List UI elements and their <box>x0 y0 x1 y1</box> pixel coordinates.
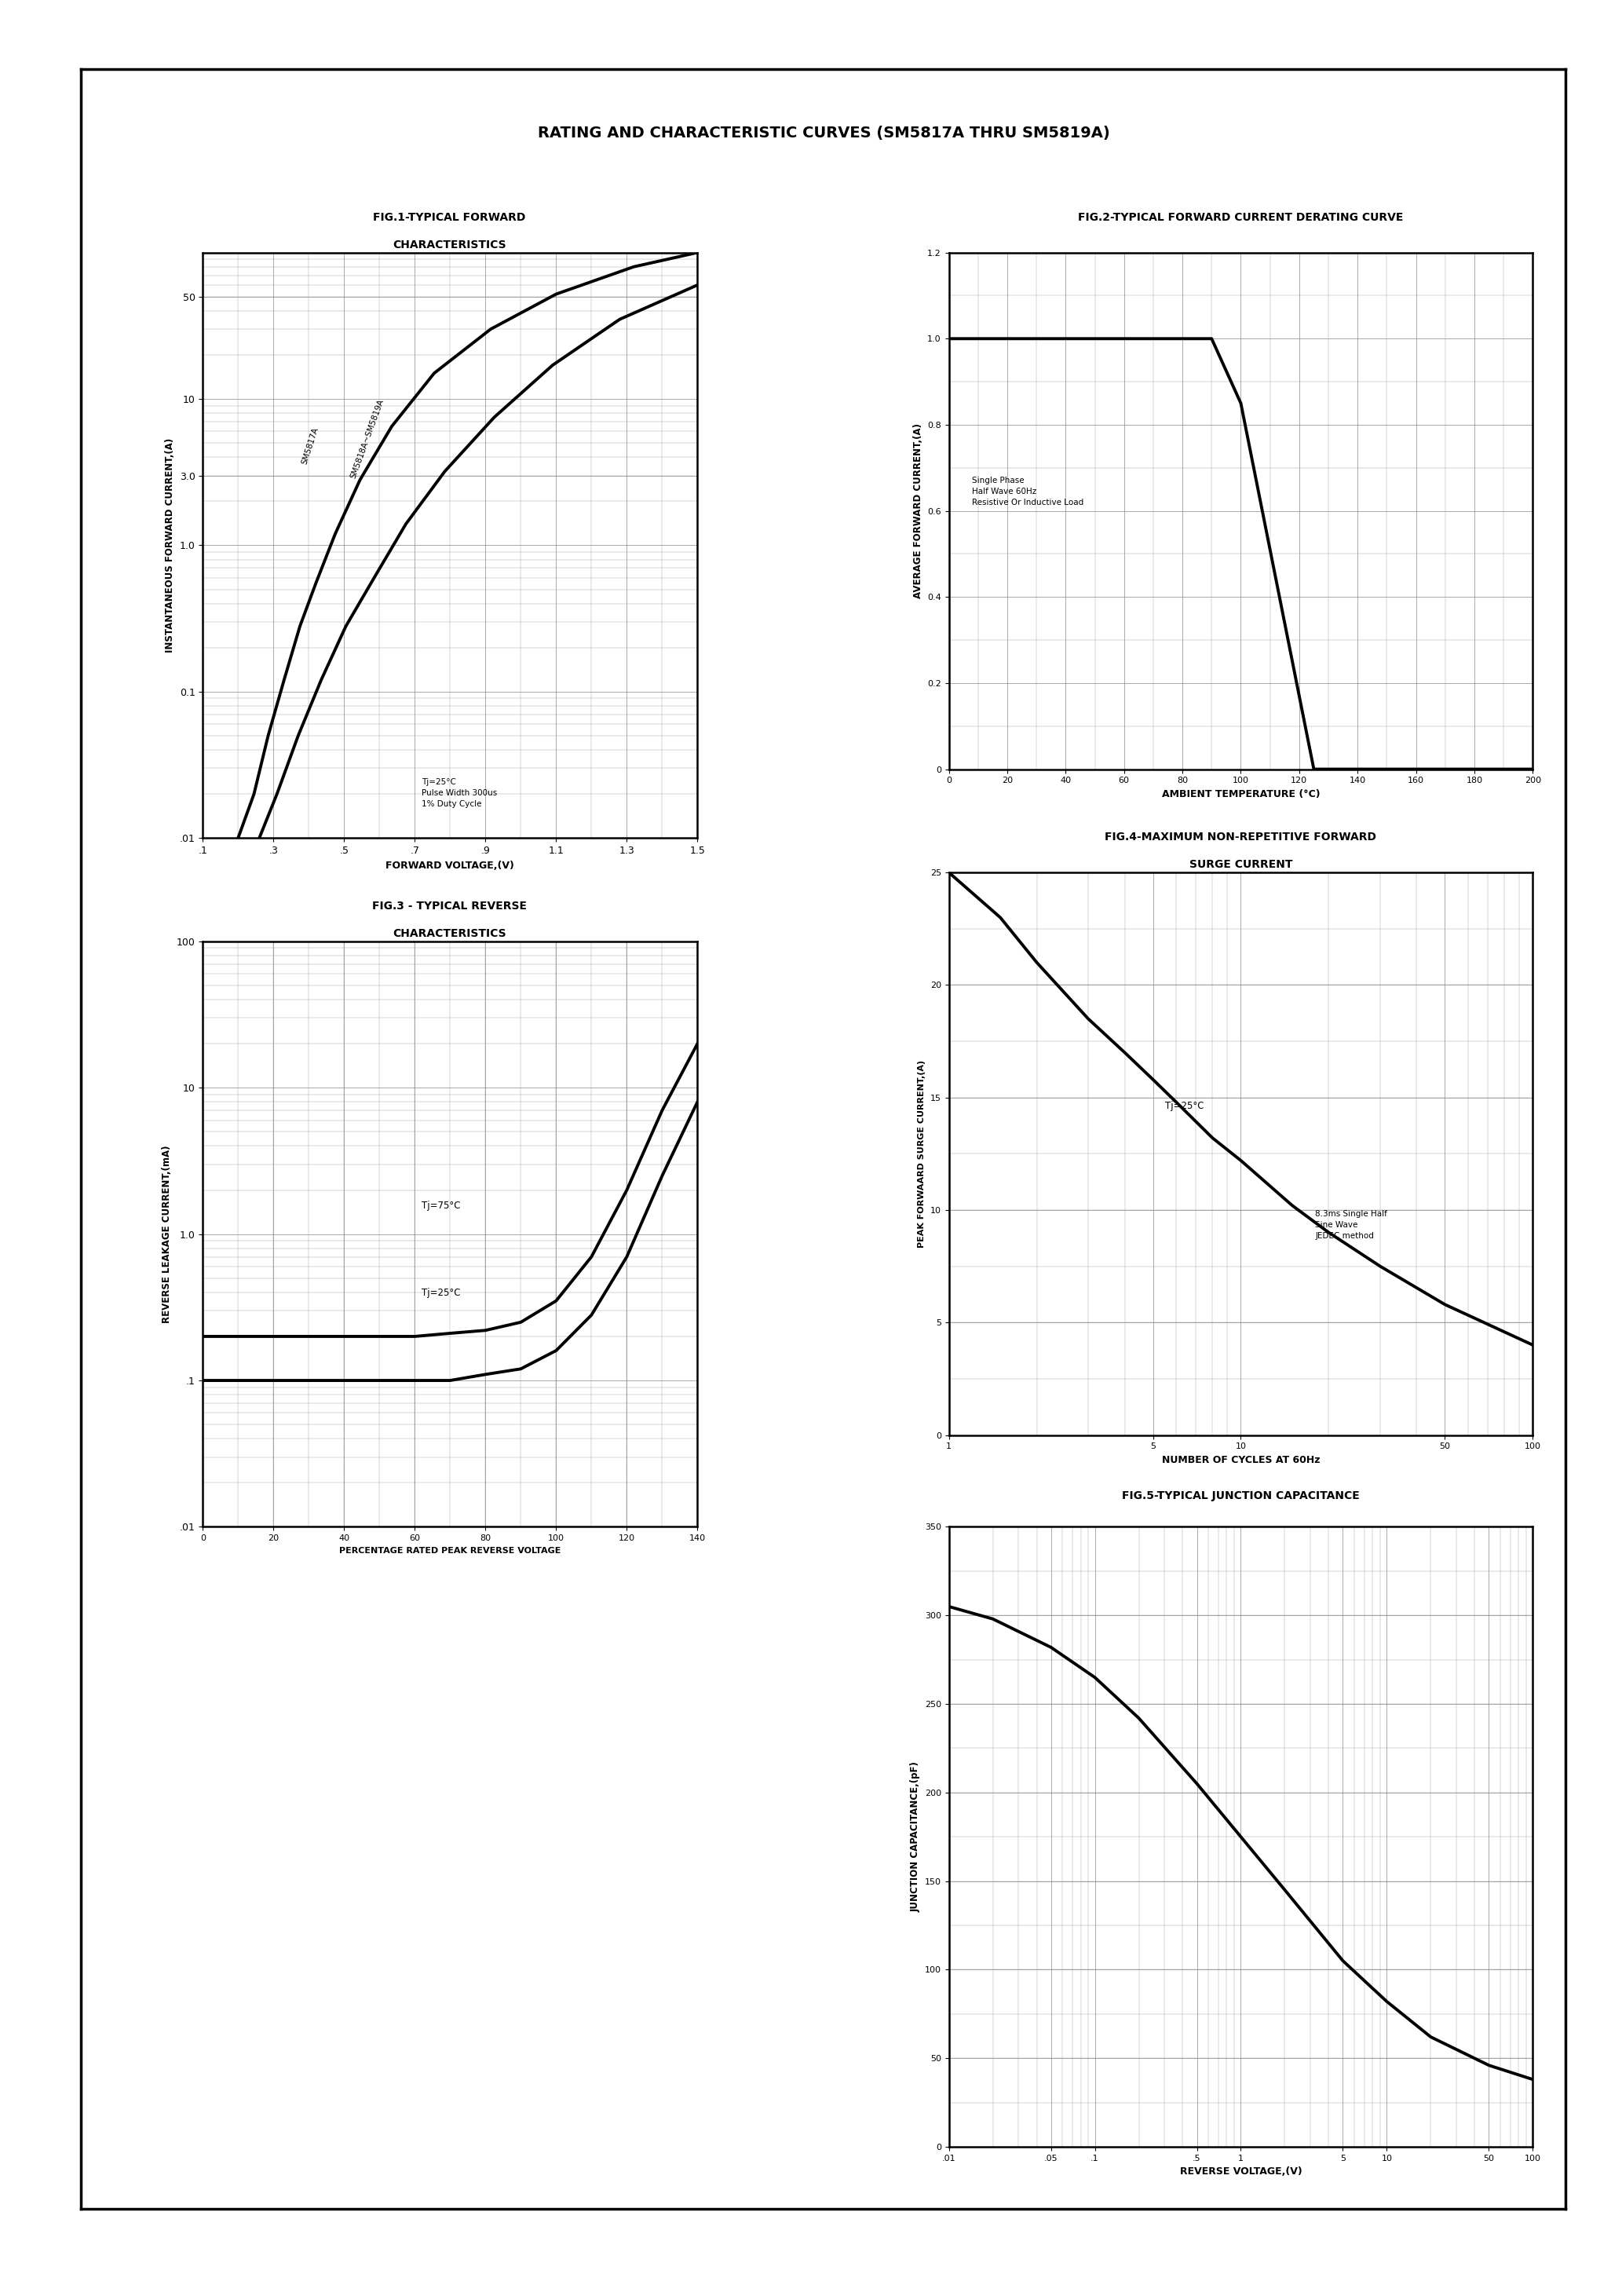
Text: CHARACTERISTICS: CHARACTERISTICS <box>393 928 506 939</box>
X-axis label: NUMBER OF CYCLES AT 60Hz: NUMBER OF CYCLES AT 60Hz <box>1161 1456 1320 1465</box>
Y-axis label: REVERSE LEAKAGE CURRENT,(mA): REVERSE LEAKAGE CURRENT,(mA) <box>162 1146 172 1322</box>
X-axis label: AMBIENT TEMPERATURE (°C): AMBIENT TEMPERATURE (°C) <box>1161 790 1320 799</box>
Y-axis label: INSTANTANEOUS FORWARD CURRENT,(A): INSTANTANEOUS FORWARD CURRENT,(A) <box>165 439 175 652</box>
Text: SM5818A~SM5819A: SM5818A~SM5819A <box>349 397 384 480</box>
Y-axis label: AVERAGE FORWARD CURRENT,(A): AVERAGE FORWARD CURRENT,(A) <box>913 422 923 599</box>
Text: SM5817A: SM5817A <box>300 427 320 466</box>
Text: SURGE CURRENT: SURGE CURRENT <box>1189 859 1293 870</box>
Text: 8.3ms Single Half
Sine Wave
JEDEC method: 8.3ms Single Half Sine Wave JEDEC method <box>1315 1210 1387 1240</box>
Text: Tj=25°C: Tj=25°C <box>1165 1100 1204 1111</box>
X-axis label: REVERSE VOLTAGE,(V): REVERSE VOLTAGE,(V) <box>1179 2167 1302 2177</box>
Text: FIG.4-MAXIMUM NON-REPETITIVE FORWARD: FIG.4-MAXIMUM NON-REPETITIVE FORWARD <box>1105 831 1377 843</box>
Text: CHARACTERISTICS: CHARACTERISTICS <box>393 239 506 250</box>
Text: FIG.2-TYPICAL FORWARD CURRENT DERATING CURVE: FIG.2-TYPICAL FORWARD CURRENT DERATING C… <box>1079 211 1403 223</box>
Text: FIG.5-TYPICAL JUNCTION CAPACITANCE: FIG.5-TYPICAL JUNCTION CAPACITANCE <box>1122 1490 1359 1502</box>
Y-axis label: PEAK FORWAARD SURGE CURRENT,(A): PEAK FORWAARD SURGE CURRENT,(A) <box>918 1061 926 1247</box>
Text: Tj=75°C: Tj=75°C <box>422 1201 461 1210</box>
X-axis label: FORWARD VOLTAGE,(V): FORWARD VOLTAGE,(V) <box>386 861 514 870</box>
Text: Single Phase
Half Wave 60Hz
Resistive Or Inductive Load: Single Phase Half Wave 60Hz Resistive Or… <box>972 478 1083 505</box>
Text: FIG.3 - TYPICAL REVERSE: FIG.3 - TYPICAL REVERSE <box>371 900 527 912</box>
Y-axis label: JUNCTION CAPACITANCE,(pF): JUNCTION CAPACITANCE,(pF) <box>910 1761 920 1913</box>
X-axis label: PERCENTAGE RATED PEAK REVERSE VOLTAGE: PERCENTAGE RATED PEAK REVERSE VOLTAGE <box>339 1548 561 1554</box>
Text: FIG.1-TYPICAL FORWARD: FIG.1-TYPICAL FORWARD <box>373 211 526 223</box>
Text: Tj=25°C
Pulse Width 300us
1% Duty Cycle: Tj=25°C Pulse Width 300us 1% Duty Cycle <box>422 778 498 808</box>
Text: Tj=25°C: Tj=25°C <box>422 1288 461 1297</box>
Text: RATING AND CHARACTERISTIC CURVES (SM5817A THRU SM5819A): RATING AND CHARACTERISTIC CURVES (SM5817… <box>539 126 1109 140</box>
